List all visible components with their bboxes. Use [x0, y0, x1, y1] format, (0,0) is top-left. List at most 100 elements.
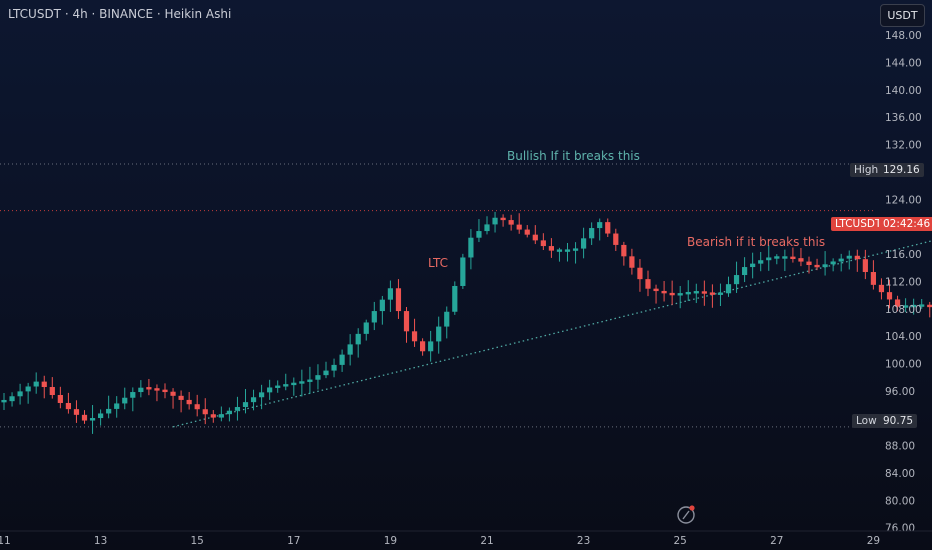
candle-body [581, 238, 587, 249]
candle-body [283, 384, 289, 387]
candle-body [532, 234, 538, 241]
candle-body [701, 291, 707, 294]
symbol-tag: LTCUSDT [831, 217, 886, 231]
y-tick-label: 132.00 [885, 140, 922, 152]
candle-body [146, 387, 152, 390]
candle-body [194, 404, 200, 410]
candle-body [291, 382, 297, 386]
candle-body [170, 391, 176, 396]
reference-lines [0, 163, 876, 428]
candle-body [154, 388, 160, 391]
candle-body [814, 264, 820, 268]
candle-body [919, 304, 925, 307]
candle-body [903, 305, 909, 308]
candle-body [540, 240, 546, 247]
candle-body [33, 381, 39, 387]
candle-body [339, 354, 345, 365]
candle-body [186, 399, 192, 405]
candle-body [226, 410, 232, 415]
candle-body [564, 249, 571, 252]
x-tick-label: 25 [674, 535, 687, 547]
candle-body [307, 379, 313, 382]
candle-body [202, 409, 208, 415]
candle-body [162, 389, 168, 393]
bearish-annotation: Bearish if it breaks this [687, 235, 826, 249]
candle-body [371, 311, 377, 323]
candle-body [516, 224, 522, 230]
y-tick-label: 76.00 [885, 523, 915, 535]
candle-body [411, 331, 418, 342]
y-tick-label: 88.00 [885, 441, 915, 453]
candle-body [733, 275, 740, 285]
candle-body [476, 231, 482, 238]
candle-body [436, 326, 442, 342]
price-axis[interactable]: 76.0080.0084.0088.0092.0096.00100.00104.… [885, 30, 922, 535]
candle-body [572, 248, 579, 251]
candle-body [637, 267, 643, 280]
candle-body [387, 288, 393, 300]
y-tick-label: 116.00 [885, 249, 922, 261]
x-tick-label: 21 [480, 535, 493, 547]
candle-body [259, 392, 265, 398]
candle-body [766, 257, 772, 261]
candle-body [508, 220, 514, 225]
currency-button[interactable]: USDT [880, 4, 925, 27]
candle-body [870, 272, 876, 285]
candle-body [275, 385, 281, 388]
candle-body [597, 222, 603, 229]
y-tick-label: 144.00 [885, 57, 922, 69]
trend-lines [172, 240, 932, 428]
candle-body [363, 322, 369, 334]
candle-body [621, 244, 627, 257]
candle-body [250, 397, 257, 403]
y-tick-label: 84.00 [885, 468, 915, 480]
y-tick-label: 112.00 [885, 276, 922, 288]
candle-body [122, 397, 128, 404]
candle-body [717, 292, 724, 295]
candle-body [894, 299, 901, 307]
y-tick-label: 140.00 [885, 85, 922, 97]
bullish-trendline [172, 240, 932, 428]
candle-body [709, 292, 715, 295]
candle-body [65, 402, 71, 410]
x-tick-label: 13 [94, 535, 107, 547]
candle-body [81, 414, 88, 421]
low-value-tag: 90.75 [879, 414, 918, 428]
candle-body [556, 249, 563, 252]
candle-body [677, 293, 683, 296]
candle-body [685, 291, 691, 295]
x-tick-label: 27 [770, 535, 783, 547]
x-tick-label: 17 [287, 535, 300, 547]
candle-body [806, 261, 812, 265]
time-axis[interactable]: 11131517192123252729Aug3579111315 [0, 530, 932, 547]
candle-body [548, 246, 554, 251]
candle-body [605, 222, 611, 234]
candle-body [822, 264, 828, 268]
candle-body [242, 402, 249, 408]
candle-body [323, 370, 329, 376]
candle-body [428, 341, 434, 352]
candle-body [98, 413, 104, 419]
candle-body [444, 311, 450, 327]
candle-body [782, 256, 788, 259]
candle-body [492, 217, 498, 225]
candle-body [130, 392, 136, 398]
candle-body [725, 284, 732, 294]
x-tick-label: 19 [384, 535, 397, 547]
candle-body [669, 292, 675, 296]
candle-body [589, 228, 595, 239]
countdown-tag: 02:42:46 [879, 217, 932, 231]
candles [1, 211, 932, 434]
ltc-annotation: LTC [428, 256, 449, 270]
x-tick-label: 23 [577, 535, 590, 547]
candle-body [347, 344, 353, 355]
candle-body [484, 224, 490, 232]
candle-body [1, 399, 7, 403]
candle-body [57, 395, 63, 403]
candle-body [878, 284, 885, 293]
candle-body [830, 261, 836, 265]
candle-body [267, 387, 273, 393]
candle-body [790, 256, 796, 260]
